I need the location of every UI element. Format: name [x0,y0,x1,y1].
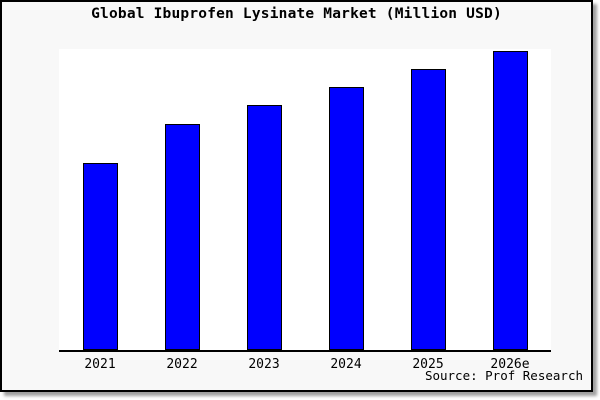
bar-slot [223,49,305,350]
bar-2021 [82,163,118,350]
x-tick-label: 2026e [490,357,530,372]
bar-2022 [164,124,200,350]
x-tick-label: 2023 [248,357,280,372]
bar-slot [387,49,469,350]
bar-slot [469,49,551,350]
x-tick-label: 2021 [84,357,116,372]
x-axis-line [59,350,551,352]
bar-slot [59,49,141,350]
x-tick-label: 2025 [412,357,444,372]
source-label: Source: Prof Research [424,368,583,383]
bar-2024 [328,87,364,350]
bar-slot [305,49,387,350]
x-axis-labels: 2021 2022 2023 2024 2025 2026e [59,357,551,372]
x-tick-label: 2024 [330,357,362,372]
x-tick-label: 2022 [166,357,198,372]
bar-2025 [410,69,446,350]
bar-2023 [246,105,282,350]
chart-title: Global Ibuprofen Lysinate Market (Millio… [91,6,502,22]
bar-slot [141,49,223,350]
plot-area [59,49,551,350]
bar-2026e [492,51,528,350]
chart-frame: Global Ibuprofen Lysinate Market (Millio… [0,0,593,392]
